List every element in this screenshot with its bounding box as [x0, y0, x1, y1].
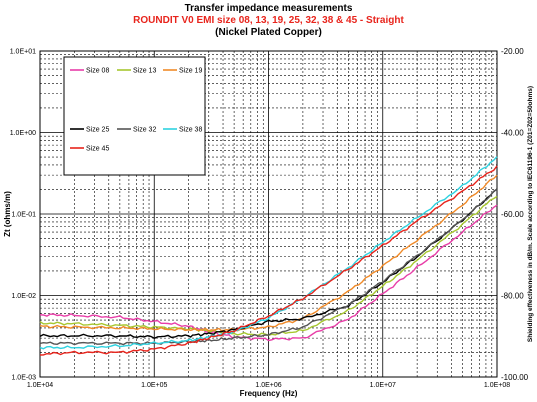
x-axis-label: Frequency (Hz) — [240, 389, 298, 398]
chart-subtitle: ROUNDIT V0 EMI size 08, 13, 19, 25, 32, … — [133, 15, 404, 26]
y2-tick-label: -40.00 — [501, 129, 524, 138]
y2-tick-label: -20.00 — [501, 47, 524, 56]
y-tick-label: 1.0E-02 — [11, 293, 36, 300]
y-tick-label: 1.0E-01 — [11, 212, 36, 219]
x-tick-label: 1.0E+07 — [370, 382, 396, 389]
legend-label: Size 45 — [86, 146, 109, 153]
y-tick-label: 1.0E+01 — [10, 49, 36, 56]
y2-tick-label: -60.00 — [501, 210, 524, 219]
legend-label: Size 19 — [179, 68, 202, 75]
series-line-size-38 — [39, 156, 498, 350]
series-line-size-08 — [39, 204, 498, 342]
x-tick-label: 1.0E+06 — [255, 382, 281, 389]
legend-label: Size 38 — [179, 127, 202, 134]
series-line-size-13 — [39, 195, 498, 337]
series-line-size-32 — [39, 188, 498, 346]
legend-label: Size 13 — [133, 68, 156, 75]
legend-label: Size 25 — [86, 127, 109, 134]
chart-title: Transfer impedance measurements — [184, 3, 353, 14]
chart-subtitle-material: (Nickel Plated Copper) — [215, 27, 322, 38]
series-line-size-45 — [39, 165, 498, 356]
y2-tick-label: -80.00 — [501, 292, 524, 301]
y-tick-label: 1.0E+00 — [10, 130, 36, 137]
plot-frame — [39, 50, 498, 378]
x-tick-label: 1.0E+05 — [141, 382, 167, 389]
series-lines — [39, 156, 498, 356]
y-axis-label: Zt (ohms/m) — [3, 191, 12, 237]
y2-axis-label: Shielding effectiveness in dB/m. Scale a… — [527, 86, 534, 342]
y2-tick-label: -100.00 — [501, 373, 529, 382]
series-line-size-19 — [39, 174, 498, 332]
x-tick-label: 1.0E+08 — [484, 382, 510, 389]
axis-labels: 1.0E+04 1.0E+05 1.0E+06 1.0E+07 1.0E+08 1.0E-… — [3, 47, 534, 398]
legend-label: Size 08 — [86, 68, 109, 75]
x-tick-label: 1.0E+04 — [27, 382, 53, 389]
legend: Size 08 Size 13 Size 19 Size 25 Size 32 Size … — [63, 56, 206, 176]
legend-label: Size 32 — [133, 127, 156, 134]
legend-box — [63, 56, 206, 176]
y-tick-label: 1.0E-03 — [11, 375, 36, 382]
